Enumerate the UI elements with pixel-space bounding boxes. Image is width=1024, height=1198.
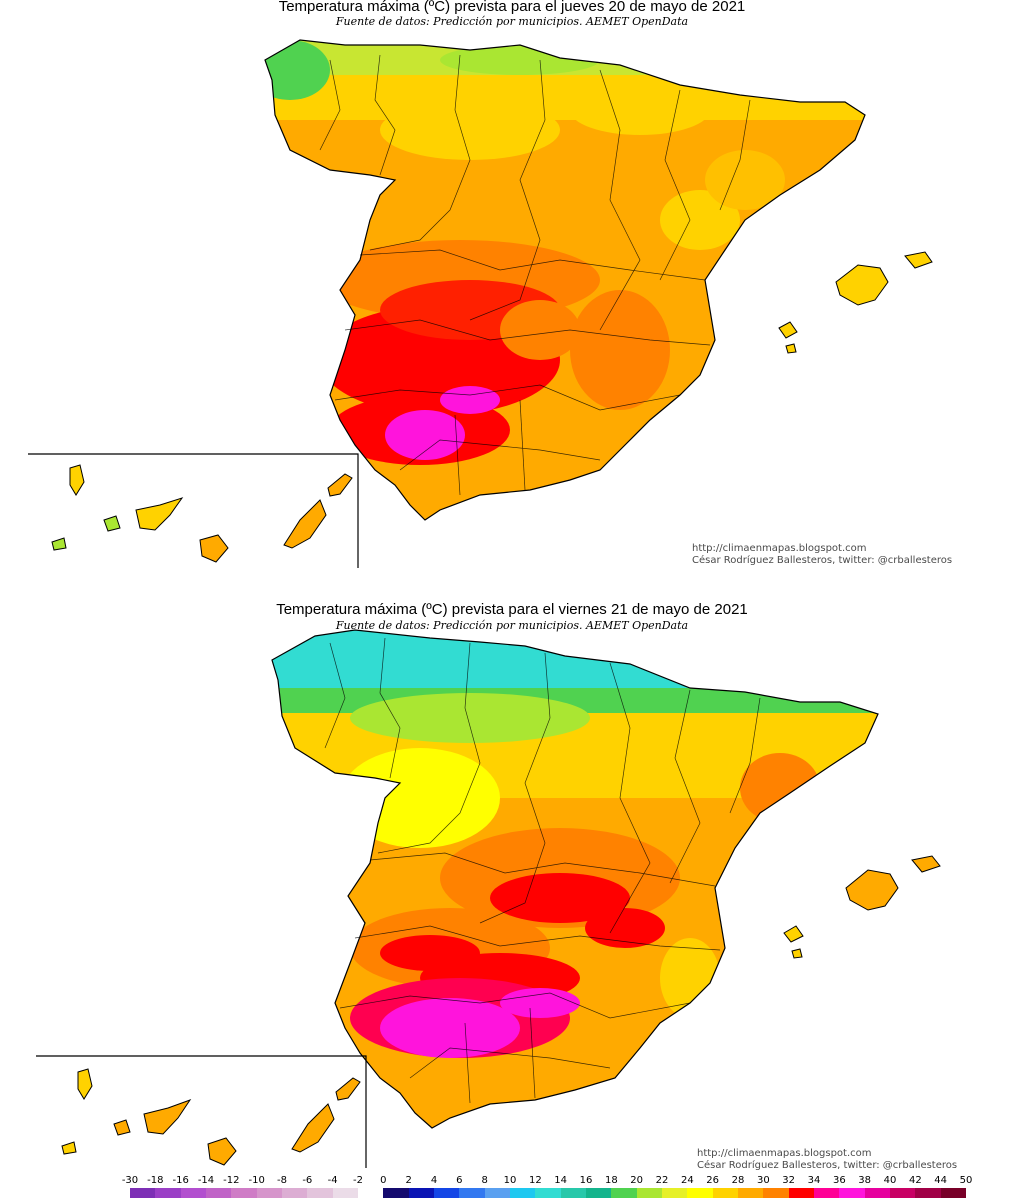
legend-label: 26 (706, 1175, 720, 1186)
legend-swatch (510, 1188, 536, 1198)
legend-label: 20 (630, 1175, 644, 1186)
legend-label: 22 (655, 1175, 669, 1186)
legend-swatch (155, 1188, 182, 1198)
province-borders (324, 637, 761, 1104)
legend-swatch (358, 1188, 384, 1198)
legend-swatch (434, 1188, 460, 1198)
legend-label: 42 (908, 1175, 922, 1186)
legend-swatch (408, 1188, 435, 1198)
legend-label: 6 (456, 1175, 463, 1186)
map-title: Temperatura máxima (ºC) prevista para el… (278, 0, 746, 15)
legend-swatch (383, 1188, 410, 1198)
legend-swatch (130, 1188, 156, 1198)
legend-swatch (586, 1188, 612, 1198)
legend-label: 16 (579, 1175, 593, 1186)
legend-swatch (256, 1188, 283, 1198)
legend-swatch (864, 1188, 891, 1198)
legend-swatch (459, 1188, 486, 1198)
legend-label: 2 (405, 1175, 412, 1186)
legend-label: 10 (503, 1175, 517, 1186)
balearic-islands (783, 855, 941, 959)
credit-author: César Rodríguez Ballesteros, twitter: @c… (692, 555, 953, 566)
legend-label: 18 (604, 1175, 618, 1186)
legend-label: -8 (277, 1175, 287, 1186)
peninsula-heatmap (265, 40, 865, 520)
legend-label: 40 (883, 1175, 897, 1186)
legend-swatch (940, 1188, 967, 1198)
map-panel-thursday: Temperatura máxima (ºC) prevista para el… (0, 0, 1024, 590)
peninsula-heatmap (272, 630, 878, 1128)
legend-label: -6 (302, 1175, 313, 1186)
legend-swatch (535, 1188, 562, 1198)
legend-swatch (560, 1188, 587, 1198)
legend-label: 36 (832, 1175, 846, 1186)
legend-label: 38 (858, 1175, 872, 1186)
legend-label: -14 (197, 1175, 215, 1186)
canary-islands-inset (36, 1055, 367, 1168)
legend-swatch (282, 1188, 308, 1198)
legend-swatch (307, 1188, 334, 1198)
legend-label: 4 (430, 1175, 438, 1186)
credit-url: http://climaenmapas.blogspot.com (697, 1148, 872, 1159)
province-borders (319, 54, 751, 496)
legend-label: 28 (731, 1175, 745, 1186)
legend-label: 34 (807, 1175, 821, 1186)
map-subtitle: Fuente de datos: Predicción por municipi… (335, 619, 689, 632)
legend-swatch (839, 1188, 866, 1198)
legend-swatch (332, 1188, 359, 1198)
temperature-map (36, 629, 941, 1168)
legend-label: -4 (327, 1175, 338, 1186)
legend-swatch (814, 1188, 840, 1198)
legend-swatch (662, 1188, 688, 1198)
legend-swatch (890, 1188, 916, 1198)
legend-label: -10 (248, 1175, 265, 1186)
legend-swatch (915, 1188, 942, 1198)
credit-author: César Rodríguez Ballesteros, twitter: @c… (697, 1160, 958, 1171)
legend-swatch (687, 1188, 714, 1198)
map-title: Temperatura máxima (ºC) prevista para el… (276, 601, 748, 618)
legend-swatch (231, 1188, 258, 1198)
legend-label: 32 (782, 1175, 796, 1186)
legend-label: 50 (959, 1175, 973, 1186)
legend-label: 44 (934, 1175, 948, 1186)
legend-label: -16 (172, 1175, 189, 1186)
legend-label: 8 (481, 1175, 488, 1186)
legend-swatch (484, 1188, 511, 1198)
legend-label: -12 (223, 1175, 240, 1186)
legend-swatch (788, 1188, 815, 1198)
temperature-map (28, 39, 933, 568)
peninsula-outline (271, 629, 879, 1129)
legend-swatch (636, 1188, 663, 1198)
balearic-islands (778, 251, 933, 354)
legend-label: -18 (147, 1175, 164, 1186)
map-subtitle: Fuente de datos: Predicción por municipi… (335, 15, 689, 28)
legend-label: -2 (353, 1175, 363, 1186)
peninsula-outline (264, 39, 866, 521)
legend-swatch (611, 1188, 638, 1198)
color-scale-legend: -30 -18 -16 -14 -12 -10 -8 -6 -4 -2 0 2 4 6 8 10 12 14 16 1… (0, 1168, 1024, 1198)
legend-label: -30 (121, 1175, 139, 1186)
legend-swatch (763, 1188, 790, 1198)
legend-swatch (206, 1188, 232, 1198)
legend-label: 24 (680, 1175, 694, 1186)
legend-label: 14 (554, 1175, 568, 1186)
legend-label: 30 (756, 1175, 770, 1186)
legend-label: 0 (380, 1175, 387, 1186)
legend-swatch (712, 1188, 739, 1198)
map-panel-friday: Temperatura máxima (ºC) prevista para el… (0, 598, 1024, 1171)
canary-islands-inset (28, 453, 359, 568)
legend-label: 12 (528, 1175, 542, 1186)
legend-swatch (180, 1188, 207, 1198)
legend-swatch (738, 1188, 764, 1198)
credit-url: http://climaenmapas.blogspot.com (692, 543, 867, 554)
